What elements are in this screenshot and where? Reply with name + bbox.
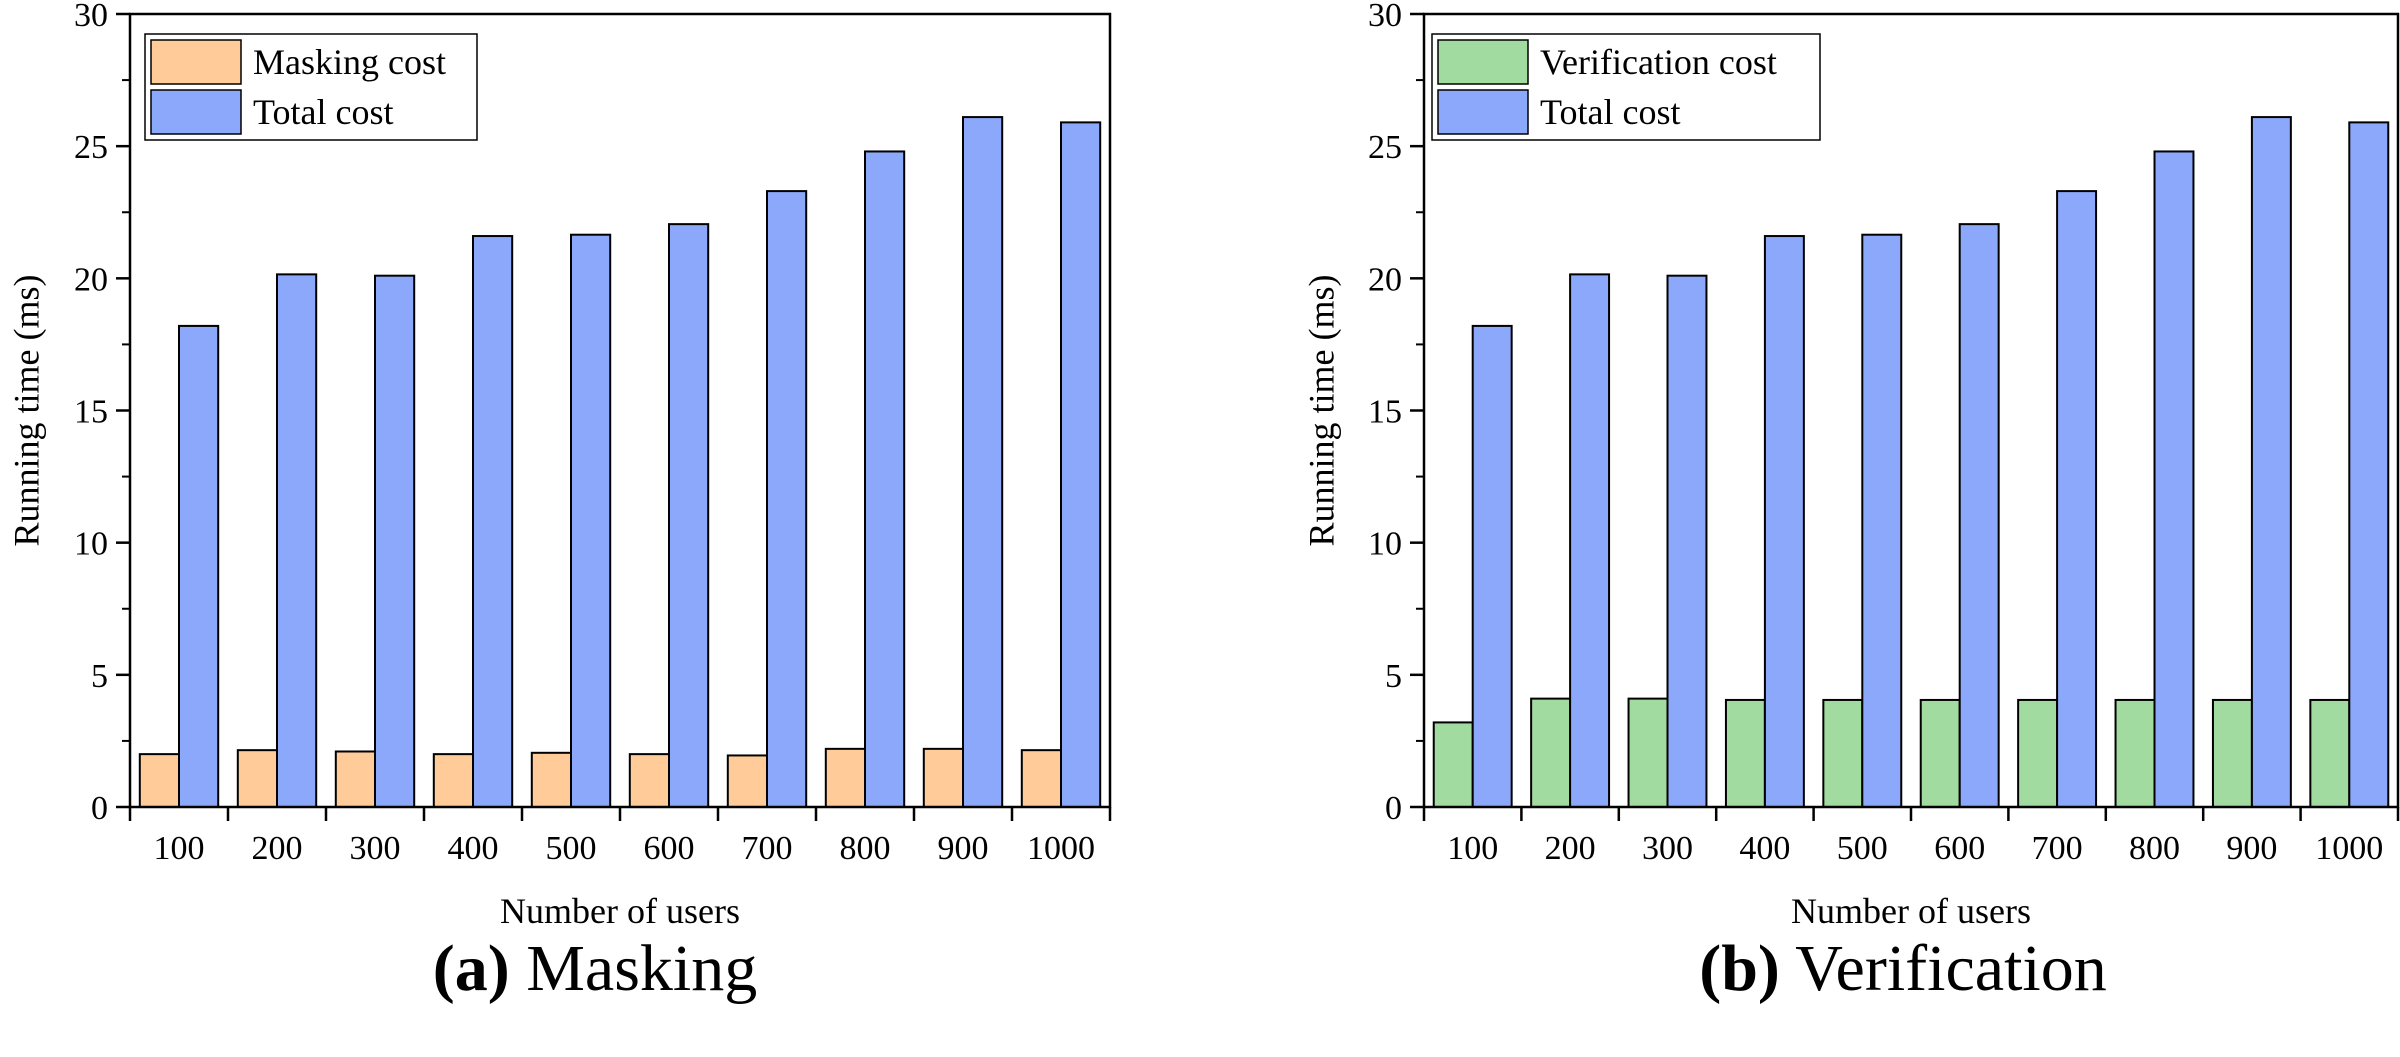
total-cost-bar-400	[472, 235, 514, 809]
x-tick-label: 100	[1447, 830, 1498, 867]
x-tick-label: 800	[840, 830, 891, 867]
x-tick-label: 500	[1837, 830, 1888, 867]
cost-bar-100	[1432, 721, 1474, 808]
cost-bar-400	[432, 753, 474, 809]
x-tick-label: 900	[938, 830, 989, 867]
total-cost-bar-900	[2250, 116, 2292, 808]
legend-label: Masking cost	[253, 42, 446, 82]
total-cost-bar-500	[570, 233, 612, 809]
cost-bar-300	[334, 750, 376, 808]
y-tick-label: 15	[1368, 394, 1402, 431]
legend-label: Verification cost	[1540, 42, 1777, 82]
chart-masking: 0 5 10 15 20 25 30 100 200 300 400 500 600 700 800 900 1…	[6, 0, 1112, 1005]
x-axis-title: Number of users	[500, 891, 740, 931]
chart-caption: (b) Verification	[1699, 932, 2107, 1005]
total-cost-bar-600	[668, 223, 710, 808]
y-tick-label: 0	[91, 790, 108, 827]
total-cost-bar-300	[374, 274, 416, 808]
legend-label: Total cost	[253, 92, 393, 132]
cost-bar-1000	[2309, 698, 2351, 809]
cost-bar-900	[2211, 698, 2253, 809]
y-tick-label: 25	[74, 129, 108, 166]
y-tick-label: 10	[74, 526, 108, 563]
x-tick-label: 500	[546, 830, 597, 867]
total-cost-bar-500	[1861, 233, 1903, 809]
x-tick-label: 400	[448, 830, 499, 867]
x-tick-label: 1000	[2315, 830, 2383, 867]
cost-bar-500	[1822, 698, 1864, 809]
y-tick-label: 0	[1385, 790, 1402, 827]
legend-label: Total cost	[1540, 92, 1680, 132]
x-axis-title: Number of users	[1791, 891, 2031, 931]
x-tick-label: 100	[154, 830, 205, 867]
total-cost-bar-800	[2153, 150, 2195, 809]
x-tick-label: 900	[2226, 830, 2277, 867]
caption-title: Verification	[1780, 932, 2107, 1005]
x-tick-label: 600	[644, 830, 695, 867]
x-tick-label: 300	[1642, 830, 1693, 867]
cost-bar-100	[138, 753, 181, 809]
y-tick-label: 20	[74, 261, 108, 298]
x-tick-label: 200	[1545, 830, 1596, 867]
total-cost-bar-300	[1666, 274, 1708, 808]
total-cost-bar-1000	[1060, 121, 1102, 809]
legend-swatch	[150, 39, 242, 85]
y-tick-label: 25	[1368, 129, 1402, 166]
x-tick-label: 700	[2032, 830, 2083, 867]
total-cost-bar-200	[276, 273, 318, 808]
total-cost-bar-600	[1958, 223, 2000, 808]
cost-bar-600	[1919, 698, 1961, 809]
total-cost-bar-700	[766, 190, 808, 808]
x-tick-label: 400	[1739, 830, 1790, 867]
cost-bar-800	[824, 747, 866, 809]
cost-bar-1000	[1020, 749, 1062, 808]
total-cost-bar-700	[2056, 190, 2098, 808]
y-tick-label: 15	[74, 394, 108, 431]
legend: Masking cost Total cost	[144, 33, 478, 141]
cost-bar-200	[236, 749, 279, 808]
total-cost-bar-100	[1471, 324, 1513, 808]
total-cost-bar-100	[178, 324, 220, 808]
cost-bar-500	[530, 751, 572, 808]
total-cost-bar-900	[962, 116, 1004, 808]
x-tick-label: 200	[252, 830, 303, 867]
x-tick-label: 600	[1934, 830, 1985, 867]
y-axis-title: Running time (ms)	[6, 275, 46, 547]
legend-swatch	[1437, 39, 1529, 85]
legend: Verification cost Total cost	[1431, 33, 1821, 141]
x-tick-label: 1000	[1027, 830, 1095, 867]
total-cost-bar-1000	[2348, 121, 2390, 809]
caption-tag: (b)	[1699, 932, 1780, 1005]
caption-tag: (a)	[433, 932, 510, 1005]
x-tick-label: 800	[2129, 830, 2180, 867]
y-axis-title: Running time (ms)	[1301, 275, 1341, 547]
legend-swatch	[1437, 89, 1529, 135]
y-tick-label: 5	[91, 658, 108, 695]
y-tick-label: 5	[1385, 658, 1402, 695]
x-tick-label: 300	[350, 830, 401, 867]
y-tick-label: 30	[1368, 0, 1402, 34]
cost-bar-700	[2017, 698, 2059, 809]
total-cost-bar-200	[1569, 273, 1611, 808]
caption-title: Masking	[510, 932, 758, 1005]
cost-bar-200	[1530, 697, 1572, 809]
y-tick-label: 10	[1368, 526, 1402, 563]
y-tick-label: 20	[1368, 261, 1402, 298]
cost-bar-400	[1724, 698, 1766, 809]
cost-bar-700	[726, 754, 768, 809]
cost-bar-900	[922, 747, 964, 809]
legend-swatch	[150, 89, 242, 135]
total-cost-bar-800	[864, 150, 906, 809]
cost-bar-600	[628, 753, 670, 809]
total-cost-bar-400	[1763, 235, 1805, 809]
x-tick-label: 700	[742, 830, 793, 867]
chart-verification: 0 5 10 15 20 25 30 100 200 300 400 500 600 700 800 900 1…	[1301, 0, 2400, 1005]
cost-bar-300	[1627, 697, 1669, 809]
y-tick-label: 30	[74, 0, 108, 34]
chart-caption: (a) Masking	[433, 932, 757, 1005]
cost-bar-800	[2114, 698, 2156, 809]
